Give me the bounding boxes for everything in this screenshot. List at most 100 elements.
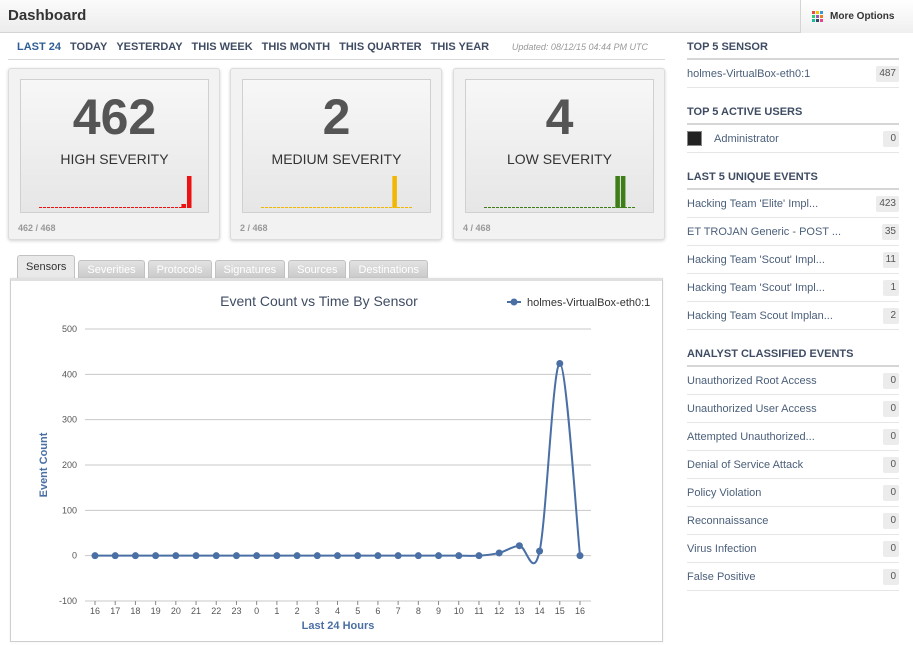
x-tick-label: 11 bbox=[474, 606, 483, 616]
count-badge: 0 bbox=[883, 457, 899, 473]
data-point bbox=[515, 542, 523, 550]
list-item[interactable]: Hacking Team 'Elite' Impl... 423 bbox=[687, 190, 899, 218]
range-this-year[interactable]: THIS YEAR bbox=[430, 41, 490, 53]
x-tick-label: 3 bbox=[315, 606, 320, 616]
y-tick-label: -100 bbox=[59, 596, 77, 606]
list-item[interactable]: Hacking Team 'Scout' Impl... 11 bbox=[687, 246, 899, 274]
item-label: ET TROJAN Generic - POST ... bbox=[687, 225, 842, 238]
count-badge: 0 bbox=[883, 373, 899, 389]
x-tick-label: 10 bbox=[454, 606, 464, 616]
list-item[interactable]: Virus Infection 0 bbox=[687, 535, 899, 563]
x-tick-label: 13 bbox=[514, 606, 524, 616]
count-badge: 487 bbox=[876, 66, 899, 82]
data-point bbox=[232, 552, 240, 560]
range-today[interactable]: TODAY bbox=[70, 41, 108, 53]
sparkline-bar bbox=[615, 176, 620, 208]
sparkline-bar bbox=[392, 176, 397, 208]
data-point bbox=[495, 549, 503, 557]
list-item[interactable]: Denial of Service Attack 0 bbox=[687, 451, 899, 479]
data-point bbox=[131, 552, 139, 560]
tab-protocols[interactable]: Protocols bbox=[147, 260, 212, 278]
top-users-section: TOP 5 ACTIVE USERS Administrator 0 bbox=[687, 100, 899, 153]
x-tick-label: 9 bbox=[436, 606, 441, 616]
data-point bbox=[334, 552, 341, 560]
sidebar: TOP 5 SENSOR holmes-VirtualBox-eth0:1 48… bbox=[687, 35, 899, 591]
severity-count: 4 bbox=[545, 89, 574, 145]
item-label: False Positive bbox=[687, 570, 756, 583]
divider bbox=[8, 59, 665, 60]
y-tick-label: 500 bbox=[62, 324, 77, 334]
item-label: Attempted Unauthorized... bbox=[687, 430, 815, 443]
list-item[interactable]: Hacking Team 'Scout' Impl... 1 bbox=[687, 274, 899, 302]
range-last-24[interactable]: LAST 24 bbox=[17, 41, 62, 53]
item-label: Hacking Team Scout Implan... bbox=[687, 309, 833, 322]
count-badge: 423 bbox=[876, 196, 899, 212]
more-options-label: More Options bbox=[830, 11, 895, 22]
x-tick-label: 23 bbox=[231, 606, 241, 616]
list-item[interactable]: Unauthorized User Access 0 bbox=[687, 395, 899, 423]
legend-marker bbox=[510, 298, 518, 306]
list-item[interactable]: Hacking Team Scout Implan... 2 bbox=[687, 302, 899, 330]
y-tick-label: 400 bbox=[62, 369, 77, 379]
data-point bbox=[576, 552, 584, 560]
medium-severity-card[interactable]: 2 MEDIUM SEVERITY 2 / 468 bbox=[230, 68, 442, 240]
list-item[interactable]: Attempted Unauthorized... 0 bbox=[687, 423, 899, 451]
count-badge: 0 bbox=[883, 513, 899, 529]
list-item[interactable]: Policy Violation 0 bbox=[687, 479, 899, 507]
list-item[interactable]: False Positive 0 bbox=[687, 563, 899, 591]
x-tick-label: 12 bbox=[494, 606, 504, 616]
range-this-week[interactable]: THIS WEEK bbox=[191, 41, 253, 53]
list-item[interactable]: ET TROJAN Generic - POST ... 35 bbox=[687, 218, 899, 246]
low-severity-card[interactable]: 4 LOW SEVERITY 4 / 468 bbox=[453, 68, 665, 240]
y-tick-label: 0 bbox=[72, 551, 77, 561]
time-range-bar: LAST 24 TODAY YESTERDAY THIS WEEK THIS M… bbox=[17, 41, 665, 53]
list-item[interactable]: holmes-VirtualBox-eth0:1 487 bbox=[687, 60, 899, 88]
count-badge: 0 bbox=[883, 429, 899, 445]
list-item[interactable]: Unauthorized Root Access 0 bbox=[687, 367, 899, 395]
x-tick-label: 16 bbox=[575, 606, 585, 616]
x-tick-label: 22 bbox=[211, 606, 221, 616]
data-point bbox=[455, 552, 463, 560]
x-tick-label: 14 bbox=[535, 606, 545, 616]
item-label: Denial of Service Attack bbox=[687, 458, 804, 471]
x-tick-label: 19 bbox=[151, 606, 161, 616]
high-severity-card[interactable]: 462 HIGH SEVERITY 462 / 468 bbox=[8, 68, 220, 240]
x-tick-label: 4 bbox=[335, 606, 340, 616]
unique-events-section: LAST 5 UNIQUE EVENTS Hacking Team 'Elite… bbox=[687, 165, 899, 330]
chart-title: Event Count vs Time By Sensor bbox=[220, 293, 418, 309]
card-panel: 2 MEDIUM SEVERITY bbox=[242, 79, 431, 213]
range-this-month[interactable]: THIS MONTH bbox=[261, 41, 331, 53]
data-point bbox=[192, 552, 200, 560]
severity-count: 462 bbox=[72, 89, 157, 145]
section-title: TOP 5 ACTIVE USERS bbox=[687, 100, 899, 125]
user-avatar-icon bbox=[687, 131, 702, 146]
range-this-quarter[interactable]: THIS QUARTER bbox=[339, 41, 422, 53]
range-yesterday[interactable]: YESTERDAY bbox=[116, 41, 183, 53]
chart-tabs: Sensors Severities Protocols Signatures … bbox=[17, 255, 431, 278]
list-item[interactable]: Reconnaissance 0 bbox=[687, 507, 899, 535]
item-label: Unauthorized Root Access bbox=[687, 374, 817, 387]
severity-count: 2 bbox=[322, 89, 351, 145]
chart-panel: Event Count vs Time By Sensor 500 400 300 20… bbox=[10, 278, 663, 642]
x-tick-label: 18 bbox=[130, 606, 140, 616]
tab-sources[interactable]: Sources bbox=[288, 260, 347, 278]
severity-label: HIGH SEVERITY bbox=[60, 151, 169, 167]
severity-ratio: 2 / 468 bbox=[240, 223, 268, 233]
count-badge: 0 bbox=[883, 541, 899, 557]
data-point bbox=[414, 552, 422, 560]
severity-label: LOW SEVERITY bbox=[506, 151, 613, 167]
tab-signatures[interactable]: Signatures bbox=[214, 260, 286, 278]
tab-sensors[interactable]: Sensors bbox=[17, 255, 76, 278]
severity-sparkline bbox=[261, 176, 412, 208]
data-point bbox=[212, 552, 220, 560]
item-label: Unauthorized User Access bbox=[687, 402, 817, 415]
list-item[interactable]: Administrator 0 bbox=[687, 125, 899, 153]
item-label: Hacking Team 'Elite' Impl... bbox=[687, 197, 819, 210]
item-label: Reconnaissance bbox=[687, 514, 769, 527]
tab-destinations[interactable]: Destinations bbox=[349, 260, 429, 278]
y-axis-label: Event Count bbox=[38, 432, 50, 497]
tab-severities[interactable]: Severities bbox=[78, 260, 145, 278]
more-options-button[interactable]: More Options bbox=[800, 0, 913, 33]
card-panel: 462 HIGH SEVERITY bbox=[20, 79, 209, 213]
grid-icon bbox=[812, 11, 823, 22]
